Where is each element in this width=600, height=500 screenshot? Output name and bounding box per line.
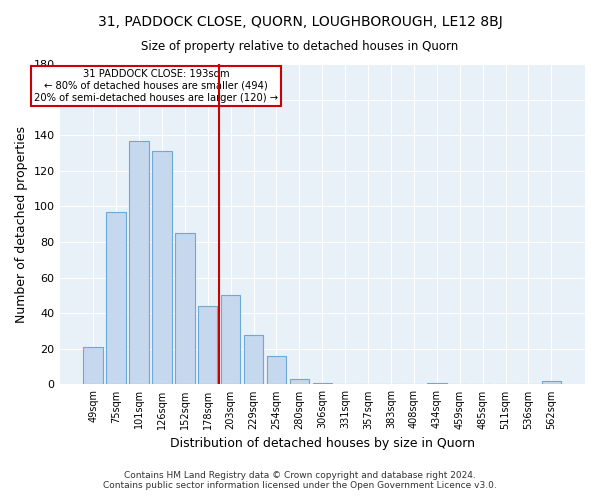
Bar: [427, 382, 446, 384]
Text: Contains HM Land Registry data © Crown copyright and database right 2024.
Contai: Contains HM Land Registry data © Crown c…: [103, 470, 497, 490]
Bar: [244, 334, 263, 384]
Bar: [313, 382, 332, 384]
Text: Size of property relative to detached houses in Quorn: Size of property relative to detached ho…: [142, 40, 458, 53]
Bar: [129, 140, 149, 384]
Y-axis label: Number of detached properties: Number of detached properties: [15, 126, 28, 322]
Bar: [198, 306, 217, 384]
Bar: [175, 233, 194, 384]
X-axis label: Distribution of detached houses by size in Quorn: Distribution of detached houses by size …: [170, 437, 475, 450]
Bar: [267, 356, 286, 384]
Bar: [106, 212, 126, 384]
Bar: [290, 379, 309, 384]
Bar: [221, 296, 241, 384]
Bar: [83, 347, 103, 385]
Text: 31, PADDOCK CLOSE, QUORN, LOUGHBOROUGH, LE12 8BJ: 31, PADDOCK CLOSE, QUORN, LOUGHBOROUGH, …: [98, 15, 502, 29]
Text: 31 PADDOCK CLOSE: 193sqm
← 80% of detached houses are smaller (494)
20% of semi-: 31 PADDOCK CLOSE: 193sqm ← 80% of detach…: [34, 70, 278, 102]
Bar: [542, 381, 561, 384]
Bar: [152, 151, 172, 384]
